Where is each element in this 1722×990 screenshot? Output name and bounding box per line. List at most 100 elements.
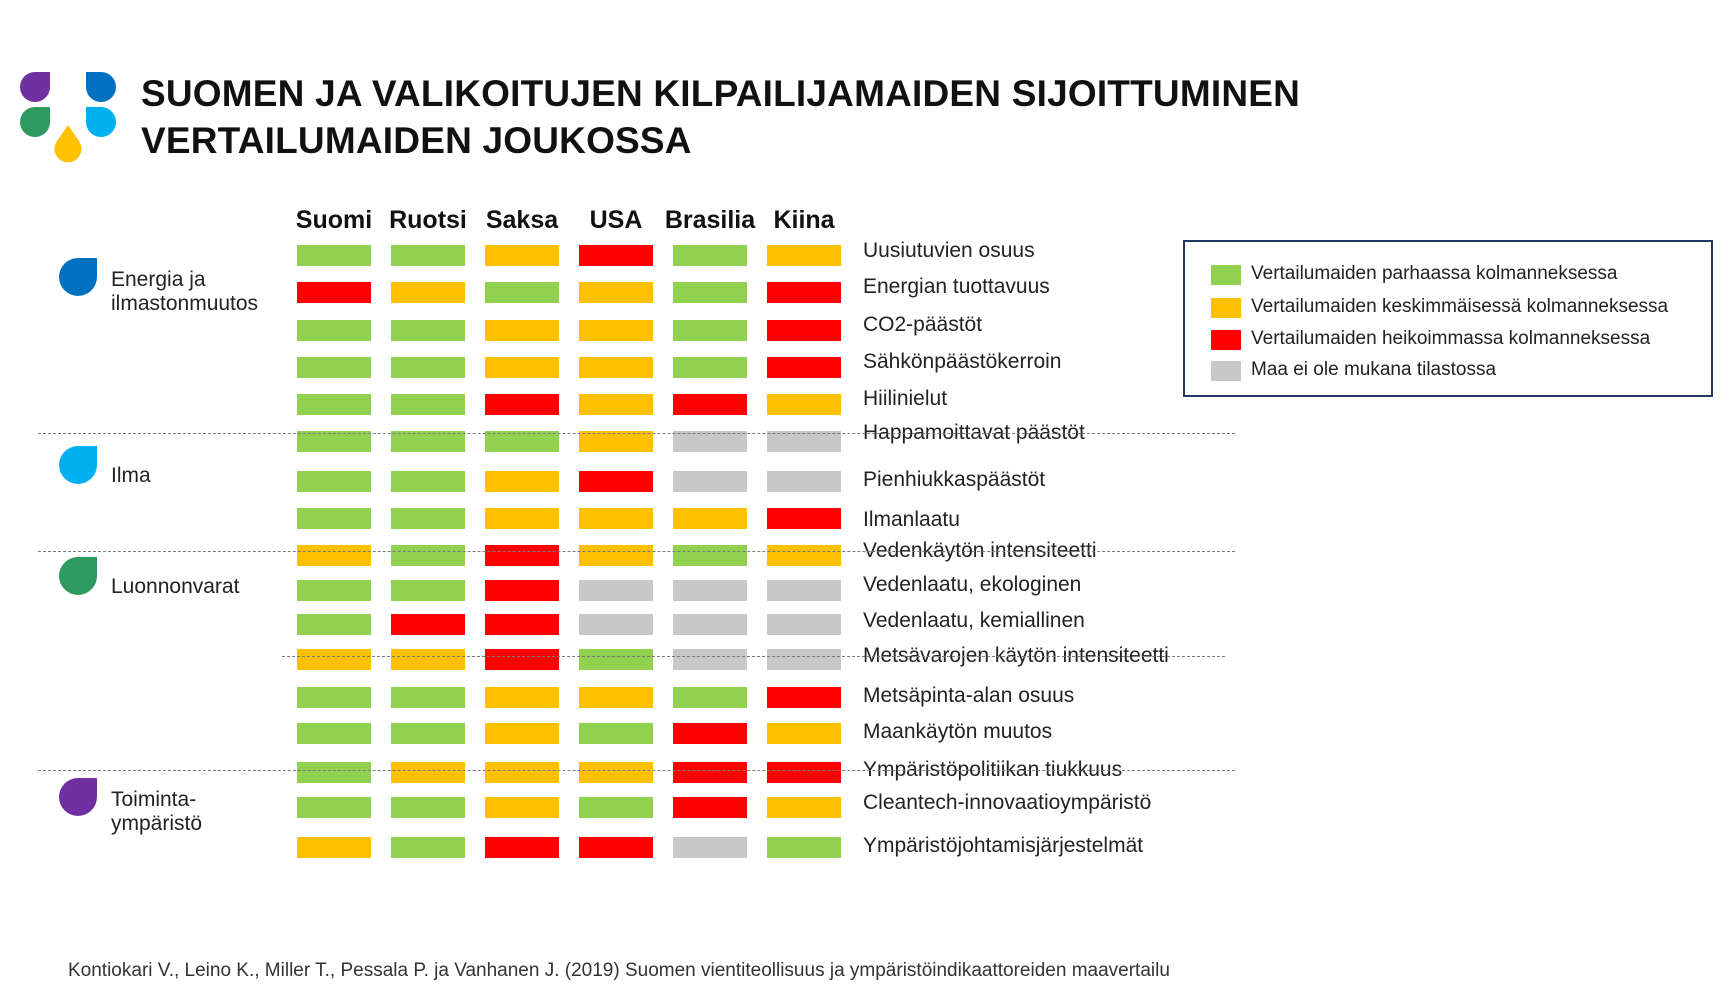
status-cell-ruotsi-row-15	[391, 762, 465, 783]
row-label-uusiutuvien-osuus: Uusiutuvien osuus	[863, 239, 1035, 262]
status-cell-kiina-row-13	[767, 687, 841, 708]
row-label-cleantech-innovaatioymp-rist: Cleantech-innovaatioympäristö	[863, 791, 1152, 814]
status-cell-usa-row-3	[579, 320, 653, 341]
status-cell-kiina-row-17	[767, 837, 841, 858]
status-cell-brasilia-row-10	[673, 580, 747, 601]
status-cell-usa-row-17	[579, 837, 653, 858]
status-cell-brasilia-row-8	[673, 508, 747, 529]
status-cell-suomi-row-17	[297, 837, 371, 858]
status-cell-saksa-row-9	[485, 545, 559, 566]
status-cell-brasilia-row-13	[673, 687, 747, 708]
legend-label: Vertailumaiden parhaassa kolmanneksessa	[1251, 263, 1618, 284]
status-cell-ruotsi-row-2	[391, 282, 465, 303]
status-cell-usa-row-8	[579, 508, 653, 529]
logo-green-drop-icon	[20, 107, 50, 137]
status-cell-ruotsi-row-14	[391, 723, 465, 744]
status-cell-kiina-row-12	[767, 649, 841, 670]
row-label-pienhiukkasp-st-t: Pienhiukkaspäästöt	[863, 468, 1046, 491]
legend-label: Vertailumaiden keskimmäisessä kolmanneks…	[1251, 296, 1669, 317]
column-header-ruotsi: Ruotsi	[389, 206, 467, 234]
column-header-usa: USA	[589, 206, 643, 234]
status-cell-saksa-row-13	[485, 687, 559, 708]
row-label-ymp-rist-johtamisj-rjestelm-t: Ympäristöjohtamisjärjestelmät	[863, 834, 1144, 857]
status-cell-brasilia-row-12	[673, 649, 747, 670]
status-cell-ruotsi-row-11	[391, 614, 465, 635]
status-cell-suomi-row-11	[297, 614, 371, 635]
status-cell-ruotsi-row-9	[391, 545, 465, 566]
status-cell-brasilia-row-2	[673, 282, 747, 303]
status-cell-usa-row-5	[579, 394, 653, 415]
blue-drop-icon	[59, 258, 97, 296]
section-divider	[38, 770, 1235, 771]
status-cell-suomi-row-9	[297, 545, 371, 566]
status-cell-brasilia-row-5	[673, 394, 747, 415]
status-cell-brasilia-row-3	[673, 320, 747, 341]
legend-label: Vertailumaiden heikoimmassa kolmannekses…	[1251, 328, 1651, 349]
logo	[20, 72, 116, 163]
status-cell-suomi-row-3	[297, 320, 371, 341]
status-cell-ruotsi-row-12	[391, 649, 465, 670]
status-cell-kiina-row-4	[767, 357, 841, 378]
status-cell-usa-row-4	[579, 357, 653, 378]
column-header-suomi: Suomi	[295, 206, 373, 234]
logo-purple-drop-icon	[20, 72, 50, 102]
status-cell-saksa-row-14	[485, 723, 559, 744]
status-cell-suomi-row-10	[297, 580, 371, 601]
status-cell-usa-row-6	[579, 431, 653, 452]
row-label-co2-p-st-t: CO2-päästöt	[863, 313, 983, 336]
legend-swatch	[1211, 265, 1241, 285]
status-cell-suomi-row-2	[297, 282, 371, 303]
status-cell-saksa-row-4	[485, 357, 559, 378]
status-cell-suomi-row-6	[297, 431, 371, 452]
status-cell-kiina-row-10	[767, 580, 841, 601]
status-cell-saksa-row-15	[485, 762, 559, 783]
source-citation: Kontiokari V., Leino K., Miller T., Pess…	[68, 960, 1170, 981]
title-line-1: SUOMEN JA VALIKOITUJEN KILPAILIJAMAIDEN …	[141, 73, 1301, 114]
row-label-vedenlaatu-ekologinen: Vedenlaatu, ekologinen	[863, 573, 1082, 596]
status-cell-saksa-row-7	[485, 471, 559, 492]
status-cell-usa-row-16	[579, 797, 653, 818]
status-cell-suomi-row-7	[297, 471, 371, 492]
status-cell-kiina-row-5	[767, 394, 841, 415]
status-cell-usa-row-10	[579, 580, 653, 601]
status-cell-suomi-row-1	[297, 245, 371, 266]
status-cell-suomi-row-13	[297, 687, 371, 708]
logo-blue-drop-icon	[86, 72, 116, 102]
status-cell-usa-row-11	[579, 614, 653, 635]
status-cell-suomi-row-16	[297, 797, 371, 818]
status-cell-brasilia-row-11	[673, 614, 747, 635]
status-cell-usa-row-2	[579, 282, 653, 303]
page-title: SUOMEN JA VALIKOITUJEN KILPAILIJAMAIDEN …	[141, 70, 1300, 164]
status-cell-usa-row-13	[579, 687, 653, 708]
row-label-s-hk-np-st-kerroin: Sähkönpäästökerroin	[863, 350, 1062, 373]
status-cell-saksa-row-5	[485, 394, 559, 415]
category-label: Toiminta- ympäristö	[111, 788, 203, 835]
status-cell-ruotsi-row-13	[391, 687, 465, 708]
status-cell-brasilia-row-7	[673, 471, 747, 492]
legend-swatch	[1211, 361, 1241, 381]
status-cell-brasilia-row-14	[673, 723, 747, 744]
status-cell-brasilia-row-1	[673, 245, 747, 266]
status-cell-usa-row-9	[579, 545, 653, 566]
status-cell-ruotsi-row-4	[391, 357, 465, 378]
status-cell-saksa-row-16	[485, 797, 559, 818]
status-cell-usa-row-12	[579, 649, 653, 670]
status-cell-suomi-row-14	[297, 723, 371, 744]
status-cell-brasilia-row-9	[673, 545, 747, 566]
status-cell-suomi-row-12	[297, 649, 371, 670]
section-divider	[38, 551, 1235, 552]
status-cell-usa-row-15	[579, 762, 653, 783]
row-label-hiilinielut: Hiilinielut	[863, 387, 948, 410]
status-cell-kiina-row-3	[767, 320, 841, 341]
status-cell-saksa-row-11	[485, 614, 559, 635]
green-drop-icon	[59, 557, 97, 595]
category-label: Luonnonvarat	[111, 575, 240, 598]
status-cell-saksa-row-12	[485, 649, 559, 670]
status-cell-usa-row-14	[579, 723, 653, 744]
status-cell-kiina-row-16	[767, 797, 841, 818]
column-header-saksa: Saksa	[485, 206, 559, 234]
row-label-ilmanlaatu: Ilmanlaatu	[863, 508, 960, 531]
status-cell-saksa-row-10	[485, 580, 559, 601]
status-cell-usa-row-7	[579, 471, 653, 492]
status-cell-ruotsi-row-10	[391, 580, 465, 601]
